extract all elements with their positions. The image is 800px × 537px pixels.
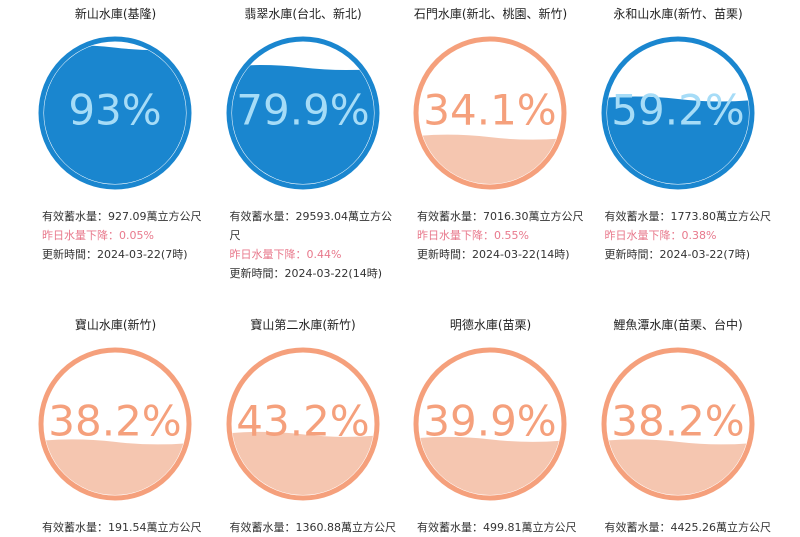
fill-group — [231, 65, 374, 184]
reservoir-name: 寶山第二水庫(新竹) — [250, 318, 356, 332]
storage-text: 有效蓄水量：927.09萬立方公尺 — [42, 210, 202, 223]
gauge-ring — [413, 36, 567, 190]
gauge: 39.9% — [413, 347, 567, 501]
reservoir-name: 新山水庫(基隆) — [74, 7, 157, 21]
gauge-ring — [226, 347, 379, 501]
gauge: 59.2% — [601, 36, 754, 190]
info-block: 有效蓄水量：927.09萬立方公尺 昨日水量下降：0.05% 更新時間：2024-0… — [42, 207, 212, 264]
percent-label: 43.2% — [236, 397, 369, 446]
info-block: 有效蓄水量：29593.04萬立方公尺昨日水量下降：0.44% 更新時間：2024… — [230, 207, 400, 283]
info-block: 有效蓄水量：1360.88萬立方公尺 — [230, 518, 400, 537]
percent-label: 38.2% — [48, 397, 181, 446]
updated-text: 更新時間：2024-03-22(14時) — [417, 248, 570, 261]
reservoir-name: 永和山水庫(新竹、苗栗) — [613, 7, 743, 21]
storage-text: 有效蓄水量：29593.04萬立方公尺 — [229, 210, 393, 242]
gauge-ring — [38, 36, 192, 190]
gauge-ring — [226, 36, 379, 190]
reservoir-card: 明德水庫(苗栗) 39.9% 有效蓄水量：499.81萬立方公尺 — [397, 311, 584, 534]
fill-group — [44, 45, 186, 184]
percent-label: 59.2% — [611, 86, 744, 135]
percent-label: 93% — [68, 86, 161, 135]
reservoir-name: 石門水庫(新北、桃園、新竹) — [413, 7, 568, 21]
percent-label: 79.9% — [236, 86, 369, 135]
gauge: 34.1% — [413, 36, 567, 190]
reservoir-card: 永和山水庫(新竹、苗栗) 59.2% 有效蓄水量：1773.80萬立方公尺 昨日水量下… — [585, 0, 772, 311]
gauge: 38.2% — [601, 347, 754, 501]
updated-text: 更新時間：2024-03-22(7時) — [604, 248, 751, 261]
info-block: 有效蓄水量：4425.26萬立方公尺 — [605, 518, 775, 537]
reservoir-name: 寶山水庫(新竹) — [74, 318, 157, 332]
storage-text: 有效蓄水量：4425.26萬立方公尺 — [604, 521, 772, 534]
updated-text: 更新時間：2024-03-22(14時) — [229, 267, 383, 280]
change-text: 昨日水量下降：0.44% — [229, 248, 342, 261]
reservoir-card: 寶山第二水庫(新竹) 43.2% 有效蓄水量：1360.88萬立方公尺 — [210, 311, 397, 534]
reservoir-card: 鯉魚潭水庫(苗栗、台中) 38.2% 有效蓄水量：4425.26萬立方公尺 — [585, 311, 772, 534]
percent-label: 38.2% — [611, 397, 744, 446]
gauge: 79.9% — [226, 36, 379, 190]
gauge-ring — [601, 347, 754, 501]
storage-text: 有效蓄水量：499.81萬立方公尺 — [417, 521, 577, 534]
storage-text: 有效蓄水量：1773.80萬立方公尺 — [604, 210, 772, 223]
gauge-ring — [38, 347, 192, 501]
gauge-ring — [413, 347, 567, 501]
reservoir-card: 翡翠水庫(台北、新北) 79.9% 有效蓄水量：29593.04萬立方公尺昨日水量下… — [210, 0, 397, 311]
updated-text: 更新時間：2024-03-22(7時) — [42, 248, 188, 261]
water-level — [44, 45, 186, 184]
info-block: 有效蓄水量：1773.80萬立方公尺 昨日水量下降：0.38% 更新時間：2024-… — [605, 207, 775, 264]
reservoir-name: 明德水庫(苗栗) — [449, 318, 532, 332]
change-text: 昨日水量下降：0.55% — [417, 229, 529, 242]
reservoir-name: 鯉魚潭水庫(苗栗、台中) — [613, 318, 743, 332]
gauge: 43.2% — [226, 347, 379, 501]
info-block: 有效蓄水量：499.81萬立方公尺 — [417, 518, 587, 537]
reservoir-card: 寶山水庫(新竹) 38.2% 有效蓄水量：191.54萬立方公尺 — [22, 311, 209, 534]
water-level — [231, 65, 374, 184]
info-block: 有效蓄水量：7016.30萬立方公尺 昨日水量下降：0.55% 更新時間：2024-… — [417, 207, 587, 264]
reservoir-card: 新山水庫(基隆) 93% 有效蓄水量：927.09萬立方公尺 昨日水量下降：0.05%… — [22, 0, 209, 311]
gauge: 38.2% — [38, 347, 192, 501]
storage-text: 有效蓄水量：7016.30萬立方公尺 — [417, 210, 584, 223]
gauge: 93% — [38, 36, 192, 190]
change-text: 昨日水量下降：0.05% — [42, 229, 154, 242]
storage-text: 有效蓄水量：1360.88萬立方公尺 — [229, 521, 397, 534]
reservoir-name: 翡翠水庫(台北、新北) — [244, 7, 362, 21]
change-text: 昨日水量下降：0.38% — [604, 229, 717, 242]
storage-text: 有效蓄水量：191.54萬立方公尺 — [42, 521, 202, 534]
info-block: 有效蓄水量：191.54萬立方公尺 — [42, 518, 212, 537]
percent-label: 34.1% — [423, 86, 556, 135]
gauge-ring — [601, 36, 754, 190]
reservoir-card: 石門水庫(新北、桃園、新竹) 34.1% 有效蓄水量：7016.30萬立方公尺 昨日水… — [397, 0, 584, 311]
percent-label: 39.9% — [423, 397, 556, 446]
